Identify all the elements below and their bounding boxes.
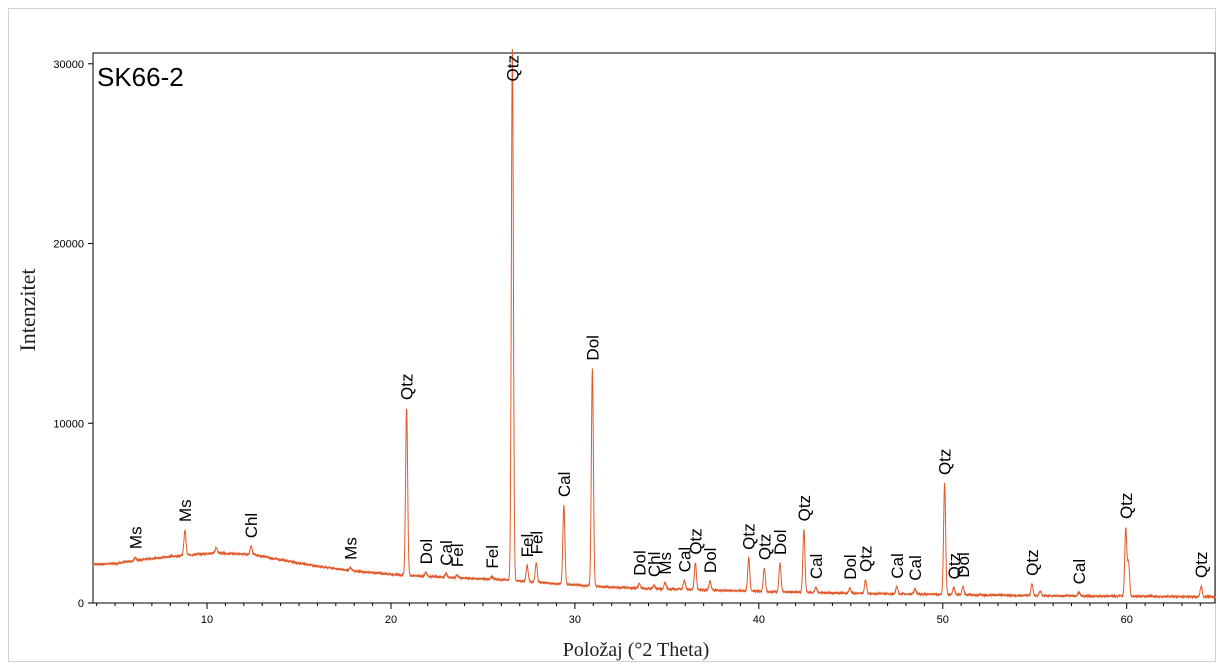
x-tick-label: 60 — [1121, 614, 1133, 626]
y-tick-label: 30000 — [53, 59, 84, 71]
x-axis: 10 20 30 40 50 60 — [96, 603, 1201, 626]
peak-label: Chl — [645, 552, 664, 578]
peak-label: Dol — [954, 552, 973, 578]
peak-label: Dol — [841, 554, 860, 580]
x-tick-label: 50 — [937, 614, 949, 626]
x-axis-title: Položaj (°2 Theta) — [563, 639, 709, 661]
peak-label: Dol — [417, 539, 436, 565]
peak-label: Cal — [888, 553, 907, 579]
peak-label: Qtz — [740, 523, 759, 549]
peak-label: Cal — [906, 555, 925, 581]
y-axis: 0 10000 20000 30000 — [53, 59, 93, 610]
peak-label: Qtz — [1117, 493, 1136, 519]
peak-label: Qtz — [945, 553, 964, 579]
peak-label: Ms — [656, 552, 675, 575]
peak-label: Qtz — [398, 374, 417, 400]
peak-label: Cal — [555, 472, 574, 498]
peak-label: Ms — [176, 499, 195, 522]
diffraction-trace — [92, 48, 1216, 600]
peak-label: Dol — [630, 550, 649, 576]
peak-label: Dol — [701, 548, 720, 574]
peak-label: Qtz — [686, 528, 705, 554]
peak-label: Ms — [126, 526, 145, 549]
peak-label: Qtz — [1192, 552, 1211, 578]
peak-label: Qtz — [936, 449, 955, 475]
peak-label: Chl — [242, 513, 261, 539]
peak-label: Ms — [342, 537, 361, 560]
peak-label: Cal — [437, 540, 456, 566]
chart-title: SK66-2 — [97, 62, 184, 92]
plot-area — [92, 52, 1216, 604]
x-tick-label: 40 — [753, 614, 765, 626]
y-tick-label: 10000 — [53, 418, 84, 430]
peak-label: Qtz — [857, 545, 876, 571]
peak-label: Fel — [483, 545, 502, 569]
x-tick-label: 30 — [569, 614, 581, 626]
peak-label: Cal — [1070, 559, 1089, 585]
peak-label: Cal — [675, 547, 694, 573]
peak-label: Qtz — [795, 495, 814, 521]
peak-label: Fel — [448, 544, 467, 568]
peak-label: Fel — [518, 534, 537, 558]
y-tick-label: 0 — [78, 598, 84, 610]
peak-label: Fel — [527, 531, 546, 555]
peak-label: Qtz — [755, 534, 774, 560]
x-tick-label: 10 — [201, 614, 213, 626]
x-tick-label: 20 — [385, 614, 397, 626]
peak-label: Dol — [771, 530, 790, 556]
peak-label: Dol — [583, 335, 602, 361]
peak-label: Cal — [807, 554, 826, 580]
y-tick-label: 20000 — [53, 239, 84, 251]
series-layer — [92, 48, 1216, 600]
peak-label: Qtz — [1023, 549, 1042, 575]
peak-label: Qtz — [503, 55, 522, 81]
y-axis-title: Intenzitet — [15, 268, 40, 351]
